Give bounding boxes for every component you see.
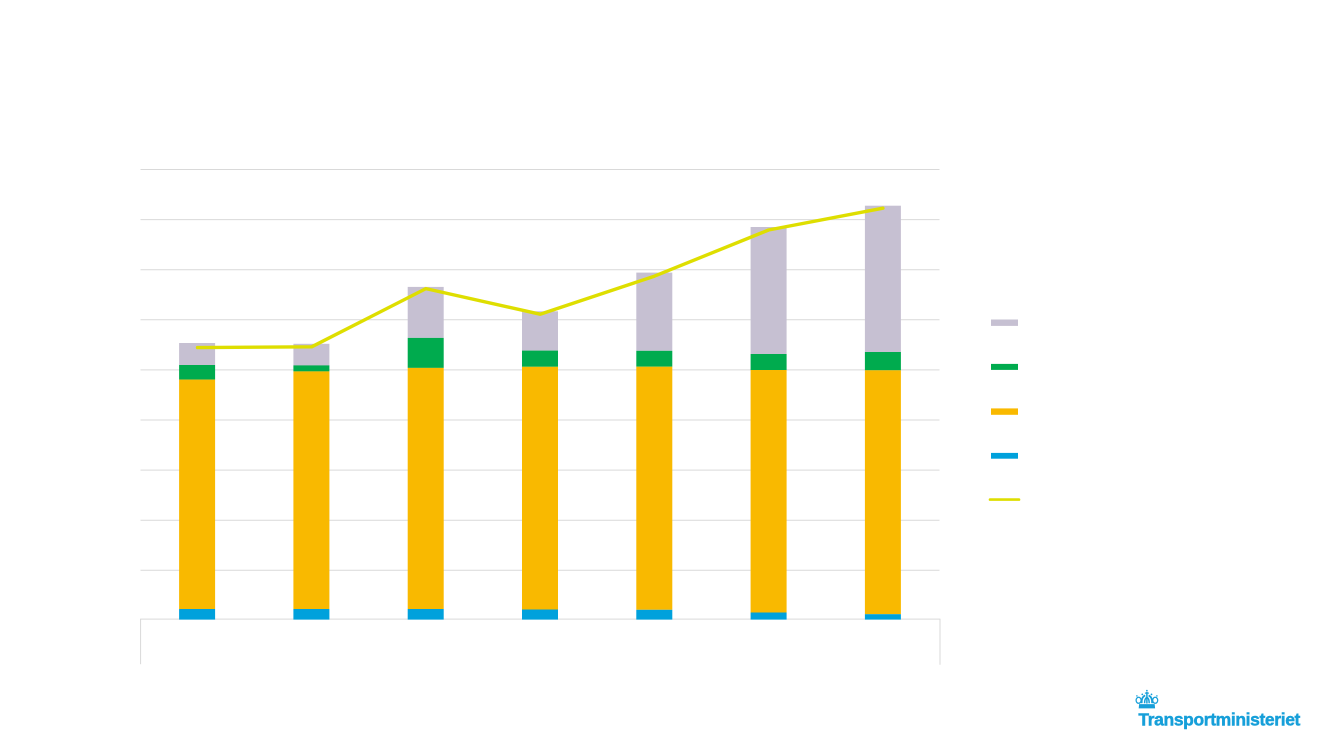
svg-text:Transportministeriet: Transportministeriet [1138,709,1300,729]
